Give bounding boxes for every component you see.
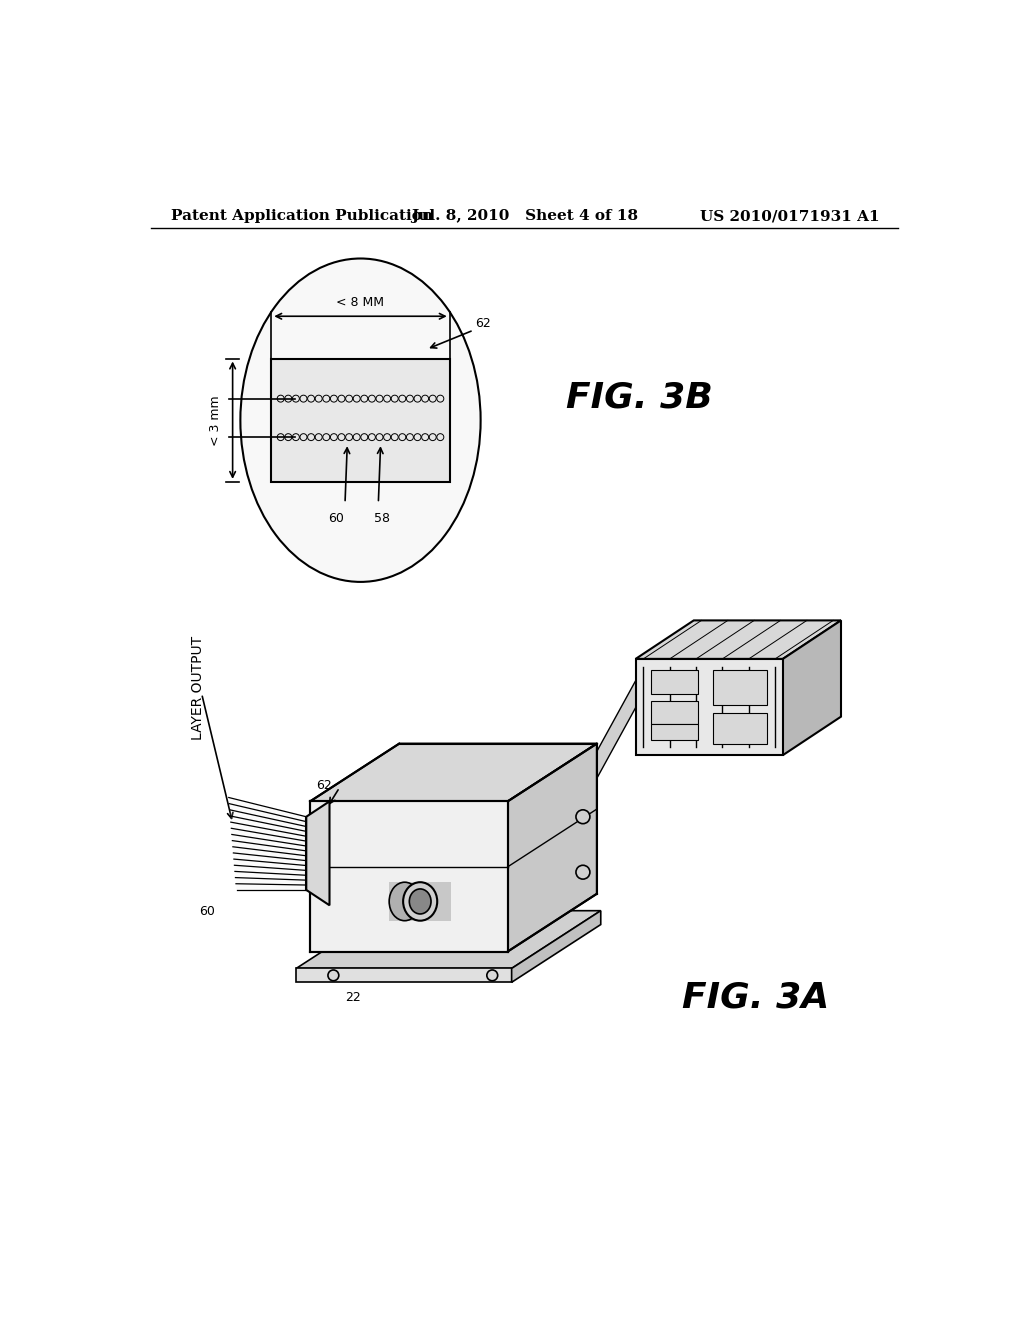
Polygon shape [296,969,512,982]
Text: 60: 60 [199,906,215,917]
Bar [651,701,697,725]
Polygon shape [389,882,452,921]
Bar [271,359,450,482]
Text: < 3 mm: < 3 mm [209,395,222,446]
Circle shape [328,970,339,981]
Polygon shape [310,801,508,952]
Bar [651,725,697,739]
Ellipse shape [410,888,431,913]
Text: 60: 60 [328,512,344,525]
Text: LAYER OUTPUT: LAYER OUTPUT [190,636,205,739]
Polygon shape [310,743,597,801]
Circle shape [575,866,590,879]
Bar [651,671,697,693]
Bar [713,671,767,705]
Text: 22: 22 [345,991,360,1005]
Polygon shape [228,797,306,890]
Text: 62: 62 [475,317,490,330]
Polygon shape [296,911,601,969]
Polygon shape [783,620,841,755]
Ellipse shape [389,882,420,921]
Text: 62: 62 [316,779,332,792]
Polygon shape [512,911,601,982]
Text: US 2010/0171931 A1: US 2010/0171931 A1 [700,209,880,223]
Text: 58: 58 [374,512,390,525]
Ellipse shape [403,882,437,921]
Text: FIG. 3B: FIG. 3B [566,380,713,414]
Text: Jul. 8, 2010   Sheet 4 of 18: Jul. 8, 2010 Sheet 4 of 18 [412,209,638,223]
Polygon shape [306,801,330,906]
Polygon shape [636,659,783,755]
Circle shape [575,810,590,824]
Bar [713,713,767,743]
Polygon shape [508,743,597,952]
Ellipse shape [241,259,480,582]
Polygon shape [597,667,643,779]
Polygon shape [636,620,841,659]
Circle shape [486,970,498,981]
Text: FIG. 3A: FIG. 3A [682,981,829,1015]
Text: Patent Application Publication: Patent Application Publication [171,209,432,223]
Text: < 8 MM: < 8 MM [337,296,384,309]
